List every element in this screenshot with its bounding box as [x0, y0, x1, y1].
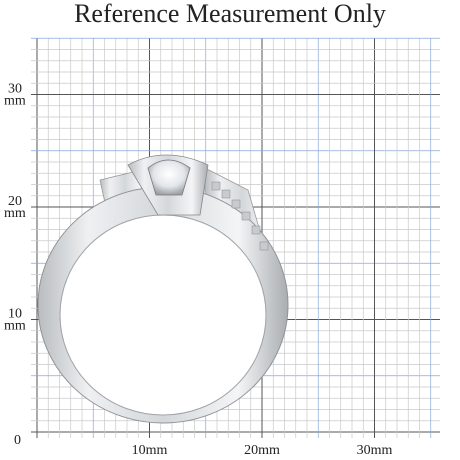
x-label: 30mm — [357, 443, 393, 458]
y-label-unit: mm — [4, 206, 26, 221]
y-label-unit: mm — [4, 94, 26, 109]
y-label-number: 10 — [8, 307, 22, 322]
y-label-number: 30 — [8, 82, 22, 97]
y-label-unit: mm — [4, 319, 26, 334]
title: Reference Measurement Only — [74, 0, 386, 28]
x-label: 10mm — [132, 443, 168, 458]
x-label: 20mm — [244, 443, 280, 458]
ring — [37, 154, 289, 424]
y-label-number: 20 — [8, 194, 22, 209]
origin-label: 0 — [14, 433, 21, 448]
